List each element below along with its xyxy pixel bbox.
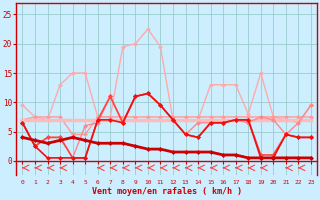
X-axis label: Vent moyen/en rafales ( km/h ): Vent moyen/en rafales ( km/h ) bbox=[92, 187, 242, 196]
